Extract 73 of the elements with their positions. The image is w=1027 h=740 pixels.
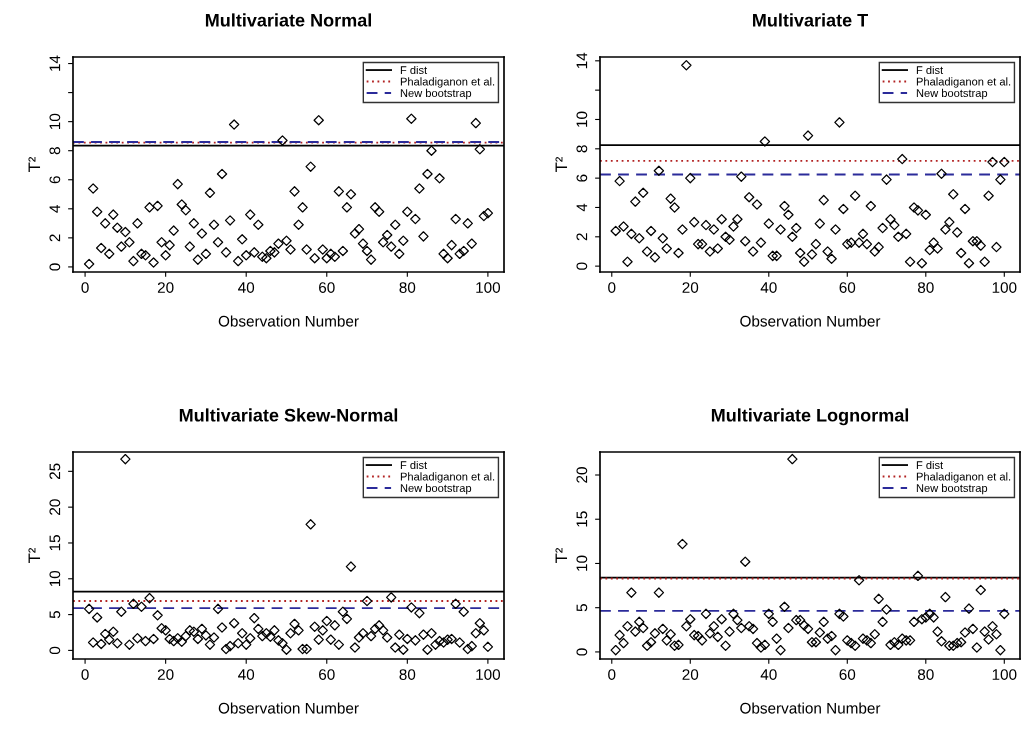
- y-axis-title: T²: [28, 156, 41, 172]
- y-tick-label: 0: [576, 262, 588, 270]
- x-tick-label: 80: [399, 669, 416, 680]
- legend-label: F dist: [916, 460, 944, 470]
- y-tick-label: 10: [49, 113, 61, 129]
- x-tick-label: 20: [682, 282, 699, 293]
- legend-label: Phaladiganon et al.: [916, 77, 1011, 88]
- y-tick-label: 15: [49, 535, 61, 551]
- y-tick-label: 5: [576, 604, 588, 612]
- x-tick-label: 0: [608, 282, 616, 293]
- x-tick-label: 0: [608, 669, 616, 680]
- chart-title: Multivariate Normal: [205, 13, 372, 27]
- legend-label: New bootstrap: [916, 483, 988, 495]
- chart-title: Multivariate Lognormal: [711, 408, 909, 426]
- y-tick-label: 0: [49, 646, 61, 655]
- x-tick-label: 40: [238, 282, 255, 293]
- y-tick-label: 15: [576, 511, 588, 527]
- x-tick-label: 60: [839, 669, 856, 680]
- y-tick-label: 6: [49, 176, 61, 184]
- x-tick-label: 0: [81, 282, 89, 293]
- x-tick-label: 80: [399, 282, 416, 293]
- x-tick-label: 100: [476, 669, 501, 680]
- chart-title: Multivariate Skew-Normal: [179, 408, 398, 422]
- x-tick-label: 100: [992, 282, 1017, 293]
- x-tick-label: 40: [760, 669, 777, 680]
- chart-title: Multivariate T: [753, 13, 868, 27]
- x-axis-title: Observation Number: [218, 702, 359, 714]
- x-tick-label: 80: [917, 282, 934, 293]
- legend-label: Phaladiganon et al.: [400, 472, 495, 483]
- legend-label: F dist: [916, 65, 944, 75]
- x-tick-label: 40: [238, 669, 255, 680]
- y-tick-label: 14: [576, 52, 588, 69]
- x-tick-label: 100: [992, 669, 1017, 680]
- y-axis-title: T²: [555, 547, 568, 563]
- x-tick-label: 60: [319, 669, 335, 680]
- legend-label: F dist: [400, 460, 428, 470]
- y-tick-label: 10: [576, 555, 588, 571]
- y-tick-label: 4: [576, 203, 588, 212]
- x-tick-label: 0: [81, 669, 89, 680]
- y-tick-label: 20: [49, 499, 61, 515]
- x-tick-label: 60: [839, 282, 856, 293]
- y-axis-title: T²: [555, 156, 568, 172]
- y-tick-label: 5: [49, 610, 61, 619]
- y-tick-label: 20: [576, 467, 588, 483]
- x-axis-title: Observation Number: [218, 315, 359, 327]
- y-tick-label: 8: [576, 145, 588, 153]
- x-axis-title: Observation Number: [740, 702, 881, 714]
- legend-label: New bootstrap: [916, 88, 988, 100]
- y-tick-label: 2: [49, 234, 61, 242]
- y-axis-title: T²: [28, 547, 41, 563]
- legend-label: F dist: [400, 65, 428, 75]
- legend-label: New bootstrap: [400, 88, 472, 100]
- y-tick-label: 0: [576, 648, 588, 656]
- y-tick-label: 10: [49, 570, 61, 587]
- y-tick-label: 2: [576, 233, 588, 241]
- x-tick-label: 20: [157, 282, 174, 293]
- x-axis-title: Observation Number: [740, 315, 881, 327]
- legend-label: Phaladiganon et al.: [400, 77, 495, 88]
- y-tick-label: 8: [49, 147, 61, 155]
- y-tick-label: 10: [576, 111, 588, 127]
- y-tick-label: 25: [49, 463, 61, 480]
- y-tick-label: 0: [49, 263, 61, 271]
- y-tick-label: 6: [576, 174, 588, 182]
- y-tick-label: 14: [49, 55, 61, 71]
- x-tick-label: 80: [917, 669, 934, 680]
- x-tick-label: 20: [682, 669, 699, 680]
- x-tick-label: 40: [760, 282, 777, 293]
- x-tick-label: 100: [476, 282, 501, 293]
- x-tick-label: 60: [319, 282, 335, 293]
- y-tick-label: 4: [49, 205, 61, 213]
- x-tick-label: 20: [157, 669, 174, 680]
- legend-label: Phaladiganon et al.: [916, 472, 1011, 483]
- legend-label: New bootstrap: [400, 483, 472, 495]
